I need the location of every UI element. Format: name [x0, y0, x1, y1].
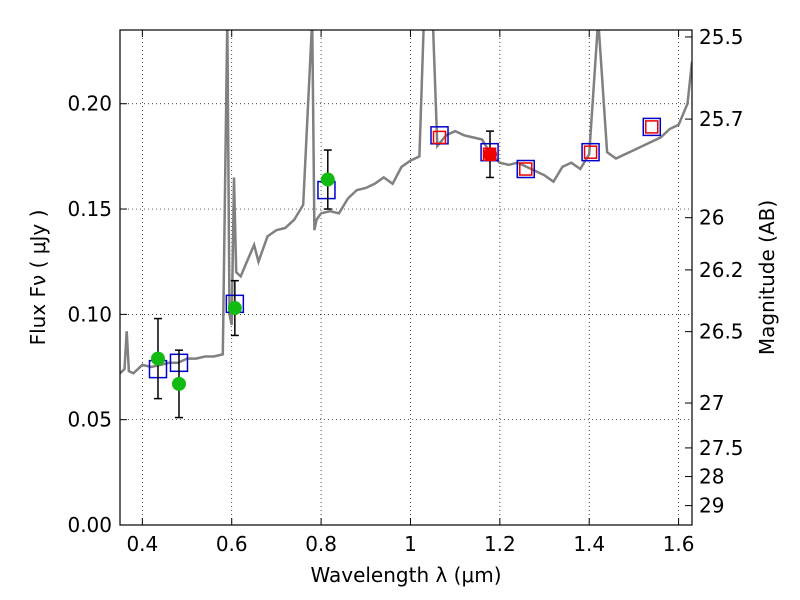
y2-tick-label: 26 — [699, 206, 724, 230]
grid — [120, 30, 692, 526]
x-tick-label: 1.4 — [573, 532, 605, 556]
blue-square-marker — [516, 159, 536, 179]
red-square-marker — [432, 130, 447, 145]
y2-tick-label: 28 — [699, 465, 724, 489]
green-point — [227, 301, 242, 316]
spectrum-layer — [120, 30, 692, 375]
x-tick-label: 0.8 — [305, 532, 337, 556]
y-tick-label: 0.05 — [67, 408, 112, 432]
y2-tick-label: 25.7 — [699, 107, 744, 131]
x-tick-label: 0.6 — [216, 532, 248, 556]
y-tick-label: 0.10 — [67, 302, 112, 326]
blue-square-marker — [581, 142, 600, 162]
green-point — [171, 376, 186, 391]
x-axis-title: Wavelength λ (μm) — [310, 563, 501, 587]
x-tick-label: 1.2 — [484, 532, 516, 556]
plot-frame — [119, 29, 693, 526]
y-tick-label: 0.00 — [67, 513, 112, 537]
y2-tick-label: 29 — [699, 494, 724, 518]
y-tick-label: 0.15 — [67, 197, 112, 221]
model-spectrum-line — [120, 30, 692, 375]
blue-square-marker — [642, 117, 662, 137]
x-tick-label: 0.4 — [126, 532, 158, 556]
green-point — [150, 351, 165, 366]
red-square-marker — [583, 145, 598, 159]
x-tick-label: 1.6 — [663, 532, 695, 556]
y2-tick-label: 26.5 — [699, 320, 744, 344]
red-point — [483, 147, 498, 162]
y2-tick-label: 25.5 — [699, 25, 744, 49]
axes: 0.4 0.6 0.8 1 1.2 1.4 1.6 0.00 0.05 0.10 0.15 0.20 2… — [67, 25, 743, 556]
marker-layer — [148, 117, 662, 419]
x-tick-label: 1 — [404, 532, 417, 556]
y2-tick-label: 27.5 — [699, 436, 744, 460]
red-square-marker — [645, 120, 659, 134]
y2-tick-label: 26.2 — [699, 258, 744, 282]
y2-axis-title: Magnitude (AB) — [755, 200, 779, 355]
y-axis-title: Flux Fν ( μJy ) — [26, 210, 50, 346]
y2-tick-label: 27 — [699, 391, 724, 415]
green-point — [320, 172, 335, 187]
red-square-marker — [519, 162, 533, 176]
y-tick-label: 0.20 — [67, 92, 112, 116]
